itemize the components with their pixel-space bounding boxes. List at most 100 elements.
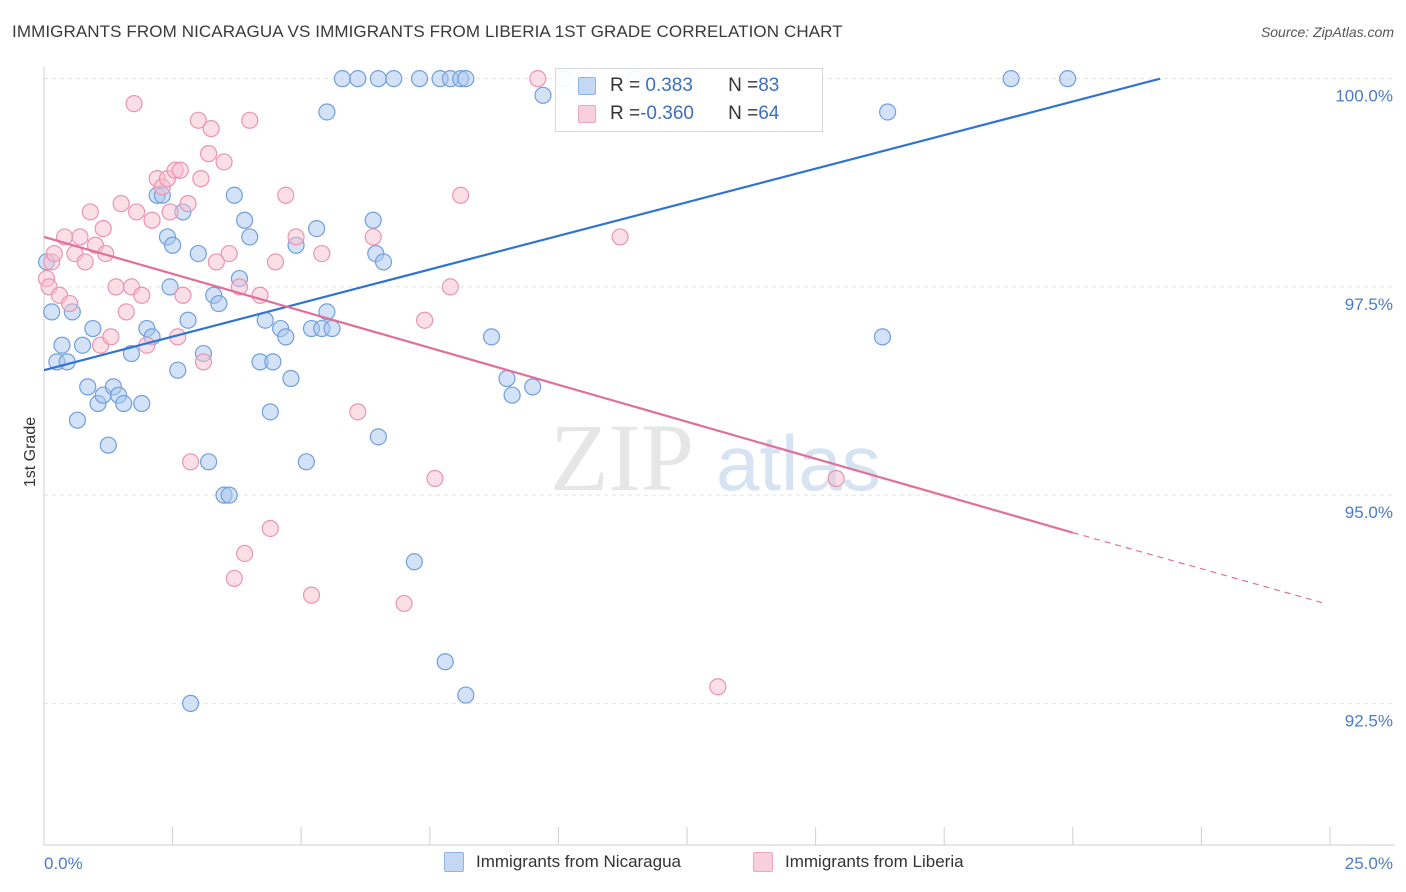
liberia-point	[287, 228, 305, 246]
liberia-point	[225, 569, 243, 588]
axes	[43, 67, 1395, 846]
liberia-point	[174, 286, 192, 304]
watermark-atlas: atlas	[716, 419, 881, 507]
nicaragua-point	[457, 686, 475, 704]
nicaragua-point	[220, 486, 238, 504]
nicaragua-point	[241, 228, 259, 246]
bottom-legend-label: Immigrants from Liberia	[785, 852, 964, 871]
legend-row-nicaragua: R = 0.383 N = 83	[578, 74, 779, 98]
nicaragua-point	[374, 253, 393, 271]
y-tick-label: 92.5%	[1345, 711, 1393, 730]
liberia-point	[200, 145, 218, 163]
liberia-point	[171, 161, 189, 179]
gridlines	[44, 78, 1395, 704]
legend-swatch-blue	[578, 77, 596, 95]
nicaragua-point	[364, 211, 382, 229]
y-tick-labels: 100.0% 97.5% 95.0% 92.5%	[1335, 87, 1393, 731]
watermark-zip: ZIP	[550, 404, 694, 511]
nicaragua-point	[179, 311, 197, 329]
liberia-point	[529, 70, 547, 88]
nicaragua-point	[410, 70, 429, 88]
y-axis-label: 1st Grade	[22, 417, 39, 487]
nicaragua-point	[225, 186, 243, 204]
nicaragua-point	[308, 219, 326, 238]
liberia-point	[426, 469, 444, 488]
liberia-point	[76, 253, 94, 271]
liberia-point	[112, 195, 130, 213]
nicaragua-point	[210, 294, 228, 313]
nicaragua-point	[498, 369, 516, 388]
liberia-point	[241, 111, 259, 129]
liberia-point	[202, 120, 220, 138]
bottom-legend-nicaragua: Immigrants from Nicaragua	[444, 852, 681, 872]
liberia-point	[81, 203, 99, 221]
y-tick-label: 97.5%	[1345, 295, 1393, 314]
source-credit: Source: ZipAtlas.com	[1260, 24, 1394, 40]
legend-r-value: -0.360	[640, 103, 694, 124]
liberia-point	[45, 244, 63, 263]
nicaragua-point	[405, 553, 423, 571]
nicaragua-point	[43, 303, 61, 321]
legend-r-label: R =	[610, 103, 641, 124]
nicaragua-point	[68, 411, 87, 429]
nicaragua-point	[482, 328, 501, 346]
legend-row-liberia: R = -0.360 N = 64	[578, 102, 779, 126]
legend-r-label: R =	[610, 75, 641, 96]
nicaragua-point	[369, 428, 387, 446]
x-label-min: 0.0%	[44, 854, 83, 873]
nicaragua-point	[200, 453, 218, 471]
liberia-point	[71, 228, 89, 246]
liberia-point	[189, 111, 207, 129]
liberia-point	[94, 219, 112, 238]
nicaragua-point	[84, 319, 102, 338]
nicaragua-point	[261, 403, 279, 421]
nicaragua-point	[1059, 70, 1077, 88]
nicaragua-point	[524, 378, 542, 396]
watermark: ZIP atlas	[550, 404, 881, 511]
liberia-point	[107, 278, 125, 296]
liberia-point	[102, 328, 120, 346]
nicaragua-point	[73, 336, 92, 354]
liberia-point	[192, 170, 210, 188]
nicaragua-point	[318, 303, 336, 321]
liberia-point	[161, 203, 179, 221]
liberia-point	[220, 244, 238, 263]
nicaragua-point	[349, 70, 367, 88]
nicaragua-point	[79, 378, 97, 396]
liberia-point	[395, 594, 413, 613]
nicaragua-point	[385, 70, 403, 88]
nicaragua-point	[879, 103, 897, 121]
chart-title: IMMIGRANTS FROM NICARAGUA VS IMMIGRANTS …	[12, 22, 843, 41]
nicaragua-point	[323, 319, 341, 338]
legend-n-value: 83	[758, 75, 780, 96]
nicaragua-point	[333, 70, 351, 88]
liberia-points	[37, 70, 845, 696]
liberia-point	[207, 253, 225, 271]
nicaragua-point	[534, 86, 552, 104]
liberia-point	[127, 203, 146, 221]
liberia-point	[117, 303, 135, 321]
liberia-point	[215, 153, 233, 171]
nicaragua-point	[53, 336, 71, 354]
liberia-point	[266, 253, 285, 271]
nicaragua-point	[182, 694, 200, 712]
nicaragua-point	[277, 328, 295, 346]
legend-n-label: N =	[728, 103, 759, 124]
nicaragua-point	[164, 236, 182, 254]
liberia-point	[709, 678, 727, 696]
nicaragua-points	[37, 70, 1077, 712]
x-label-max: 25.0%	[1345, 854, 1393, 873]
liberia-point	[61, 294, 79, 313]
liberia-point	[182, 453, 200, 471]
nicaragua-point	[133, 394, 151, 413]
liberia-point	[133, 286, 151, 304]
nicaragua-point	[189, 244, 207, 263]
liberia-trend-extension	[1072, 532, 1326, 605]
liberia-trend-line	[43, 235, 1074, 534]
liberia-point	[452, 186, 470, 204]
trend-lines	[43, 77, 1326, 605]
nicaragua-point	[436, 653, 454, 671]
nicaragua-point	[264, 353, 282, 371]
liberia-point	[611, 228, 629, 246]
